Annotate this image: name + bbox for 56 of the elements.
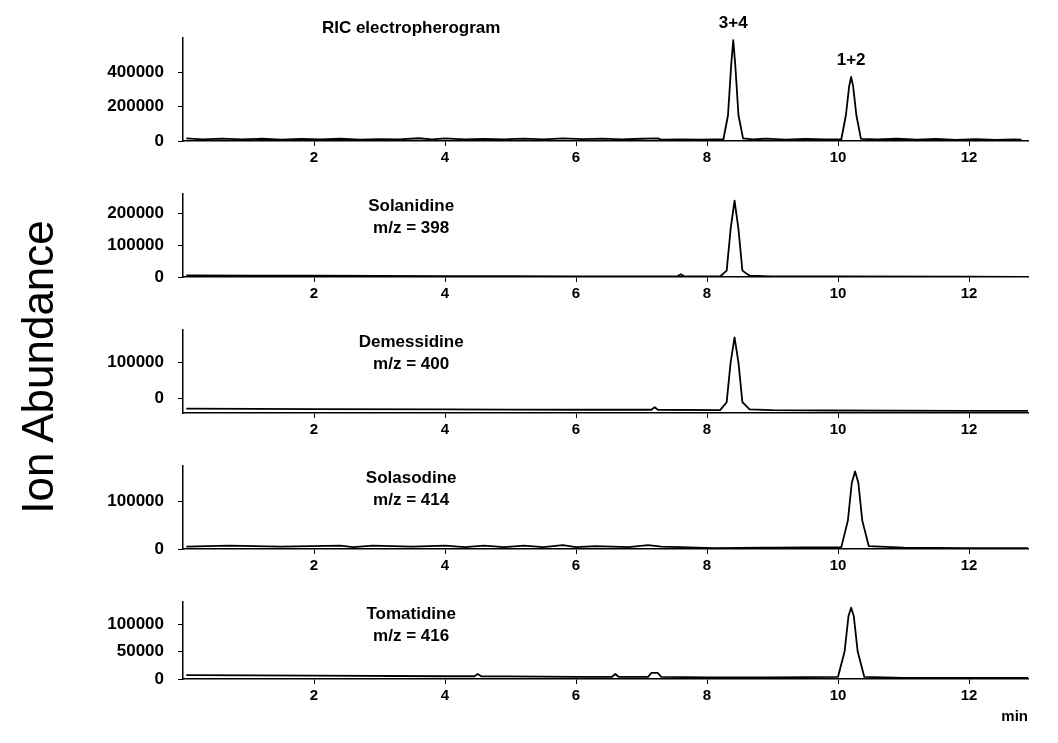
y-tick-label: 0 xyxy=(154,538,164,558)
x-tick-label: 10 xyxy=(829,556,847,574)
y-tick-label: 0 xyxy=(154,130,164,150)
x-tick-label: 2 xyxy=(309,556,319,574)
annotation: 3+4 xyxy=(718,13,749,33)
chart-title: Solanidine xyxy=(368,196,455,216)
text: m/z = 400 xyxy=(373,354,450,374)
x-tick-label: 4 xyxy=(440,686,450,704)
y-tick-label: 200000 xyxy=(107,96,164,116)
text: m/z = 398 xyxy=(373,218,450,238)
chart-title: Tomatidine xyxy=(366,604,456,624)
x-tick-label: 12 xyxy=(960,556,978,574)
x-tick-label: 8 xyxy=(702,420,712,438)
x-tick-label: 10 xyxy=(829,284,847,302)
y-tick-label: 100000 xyxy=(107,613,164,633)
y-tick-label: 400000 xyxy=(107,62,164,82)
x-tick-label: 2 xyxy=(309,420,319,438)
x-tick-label: 2 xyxy=(309,148,319,166)
x-tick-label: 6 xyxy=(571,556,581,574)
x-tick-label: 4 xyxy=(440,284,450,302)
y-tick-label: 0 xyxy=(154,266,164,286)
annotation: 1+2 xyxy=(836,50,866,70)
x-tick-label: 6 xyxy=(571,284,581,302)
y-tick-label: 200000 xyxy=(107,203,164,222)
chart-title: Solasodine xyxy=(365,468,457,488)
y-axis-title: Ion Abundance xyxy=(13,220,63,514)
x-tick-label: 4 xyxy=(440,556,450,574)
text: m/z = 416 xyxy=(373,626,450,646)
y-tick-label: 100000 xyxy=(107,352,164,372)
x-tick-label: 4 xyxy=(440,148,450,166)
x-tick-label: 6 xyxy=(571,420,581,438)
x-tick-label: 12 xyxy=(960,148,978,166)
y-tick-label: 100000 xyxy=(107,491,164,511)
x-tick-label: 8 xyxy=(702,284,712,302)
chart-title: Demessidine xyxy=(358,332,464,352)
y-tick-label: 0 xyxy=(154,668,164,688)
x-tick-label: 10 xyxy=(829,420,847,438)
x-tick-label: 12 xyxy=(960,686,978,704)
x-tick-label: 8 xyxy=(702,556,712,574)
x-tick-label: 2 xyxy=(309,686,319,704)
y-tick-label: 0 xyxy=(154,388,164,408)
y-tick-label: 100000 xyxy=(107,234,164,254)
x-tick-label: 6 xyxy=(571,686,581,704)
x-tick-label: 10 xyxy=(829,148,847,166)
x-tick-label: 10 xyxy=(829,686,847,704)
x-tick-label: 12 xyxy=(960,420,978,438)
x-tick-label: 8 xyxy=(702,148,712,166)
text: m/z = 414 xyxy=(373,490,450,510)
x-tick-label: 2 xyxy=(309,284,319,302)
x-axis-title: min xyxy=(1001,707,1028,725)
chart-title: RIC electropherogram xyxy=(321,18,501,38)
x-tick-label: 8 xyxy=(702,686,712,704)
y-tick-label: 50000 xyxy=(116,641,164,661)
x-tick-label: 12 xyxy=(960,284,978,302)
x-tick-label: 6 xyxy=(571,148,581,166)
x-tick-label: 4 xyxy=(440,420,450,438)
